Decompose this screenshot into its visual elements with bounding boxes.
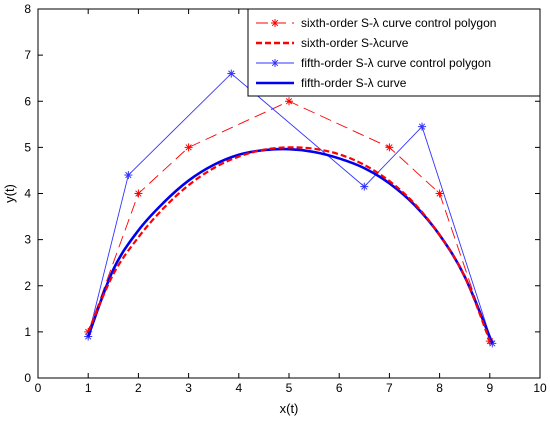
series-3-curve xyxy=(86,147,494,344)
legend-entry: fifth-order S-λ curve control polygon xyxy=(256,56,491,70)
asterisk-stroke xyxy=(135,190,142,197)
control-point-marker xyxy=(418,122,427,131)
legend-entry: fifth-order S-λ curve xyxy=(256,76,407,90)
series-0-control-polygon xyxy=(84,97,494,346)
y-tick-label: 4 xyxy=(24,187,31,201)
series-2-control-polygon xyxy=(84,69,497,348)
y-tick-label: 0 xyxy=(24,371,31,385)
y-tick-label: 3 xyxy=(24,233,31,247)
legend: sixth-order S-λ curve control polygon six… xyxy=(247,8,541,97)
series-1-curve xyxy=(87,146,491,342)
asterisk-stroke xyxy=(361,183,368,190)
curve-line xyxy=(86,147,494,344)
control-point-marker xyxy=(285,97,293,106)
asterisk-stroke xyxy=(228,70,235,77)
x-tick-label: 5 xyxy=(286,381,293,395)
plot-layer xyxy=(84,69,497,348)
asterisk-stroke xyxy=(271,19,279,27)
asterisk-stroke xyxy=(271,59,279,67)
x-tick-label: 10 xyxy=(533,381,547,395)
asterisk-stroke xyxy=(386,144,393,151)
control-point-marker xyxy=(385,143,394,152)
control-point-marker xyxy=(134,189,143,198)
y-tick-label: 8 xyxy=(24,2,31,16)
legend-marker xyxy=(271,19,279,27)
legend-entry: sixth-order S-λcurve xyxy=(256,36,409,50)
asterisk-stroke xyxy=(185,144,192,151)
legend-label: sixth-order S-λcurve xyxy=(301,36,409,50)
y-axis-label: y(t) xyxy=(2,184,17,203)
x-tick-label: 3 xyxy=(185,381,192,395)
x-tick-label: 0 xyxy=(35,381,42,395)
asterisk-stroke xyxy=(125,171,132,179)
asterisk-stroke xyxy=(436,190,443,197)
control-point-marker xyxy=(435,189,444,198)
y-tick-label: 2 xyxy=(24,279,31,293)
x-axis-label: x(t) xyxy=(280,401,299,416)
y-tick-label: 1 xyxy=(24,325,31,339)
control-point-marker xyxy=(227,69,236,78)
control-point-marker xyxy=(124,171,133,180)
legend-box xyxy=(247,8,541,97)
legend-label: fifth-order S-λ curve xyxy=(301,76,407,90)
asterisk-stroke xyxy=(285,98,293,105)
y-tick-label: 5 xyxy=(24,140,31,154)
y-tick-label: 6 xyxy=(24,94,31,108)
legend-marker xyxy=(271,59,279,67)
control-polygon-line xyxy=(87,72,493,344)
x-tick-label: 6 xyxy=(336,381,343,395)
x-tick-label: 1 xyxy=(85,381,92,395)
legend-entry: sixth-order S-λ curve control polygon xyxy=(256,16,496,30)
legend-label: sixth-order S-λ curve control polygon xyxy=(301,16,496,30)
control-point-marker xyxy=(360,182,369,191)
legend-label: fifth-order S-λ curve control polygon xyxy=(301,56,491,70)
x-tick-label: 4 xyxy=(235,381,242,395)
x-tick-label: 8 xyxy=(436,381,443,395)
x-tick-label: 7 xyxy=(386,381,393,395)
curve-line xyxy=(87,146,491,342)
control-point-marker xyxy=(184,143,193,152)
y-tick-label: 7 xyxy=(24,48,31,62)
asterisk-stroke xyxy=(418,123,426,130)
x-tick-label: 9 xyxy=(486,381,493,395)
x-tick-label: 2 xyxy=(135,381,142,395)
